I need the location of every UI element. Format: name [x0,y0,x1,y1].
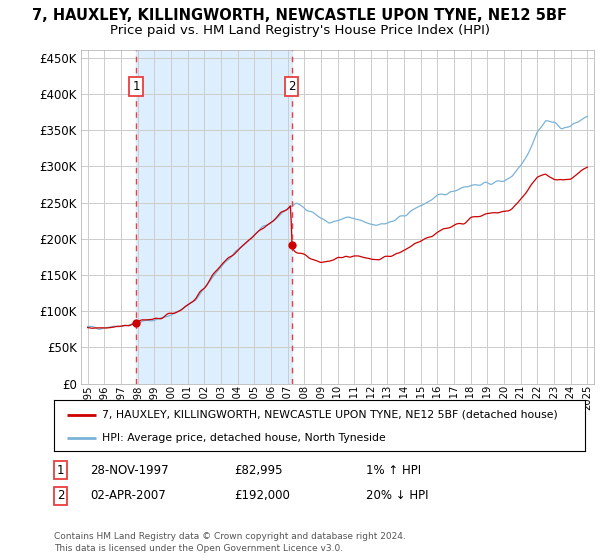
Text: 28-NOV-1997: 28-NOV-1997 [90,464,169,477]
Text: 1: 1 [133,80,140,93]
Text: 1% ↑ HPI: 1% ↑ HPI [366,464,421,477]
Text: 2: 2 [57,489,65,502]
Text: 20% ↓ HPI: 20% ↓ HPI [366,489,428,502]
Text: £82,995: £82,995 [234,464,283,477]
Text: 7, HAUXLEY, KILLINGWORTH, NEWCASTLE UPON TYNE, NE12 5BF: 7, HAUXLEY, KILLINGWORTH, NEWCASTLE UPON… [32,8,568,24]
Bar [136,50,292,384]
Text: Price paid vs. HM Land Registry's House Price Index (HPI): Price paid vs. HM Land Registry's House … [110,24,490,36]
Text: 7, HAUXLEY, KILLINGWORTH, NEWCASTLE UPON TYNE, NE12 5BF (detached house): 7, HAUXLEY, KILLINGWORTH, NEWCASTLE UPON… [102,409,557,419]
Text: 02-APR-2007: 02-APR-2007 [90,489,166,502]
Text: HPI: Average price, detached house, North Tyneside: HPI: Average price, detached house, Nort… [102,433,386,443]
Text: 1: 1 [57,464,65,477]
Text: Contains HM Land Registry data © Crown copyright and database right 2024.
This d: Contains HM Land Registry data © Crown c… [54,532,406,553]
Text: 2: 2 [288,80,295,93]
Text: £192,000: £192,000 [234,489,290,502]
